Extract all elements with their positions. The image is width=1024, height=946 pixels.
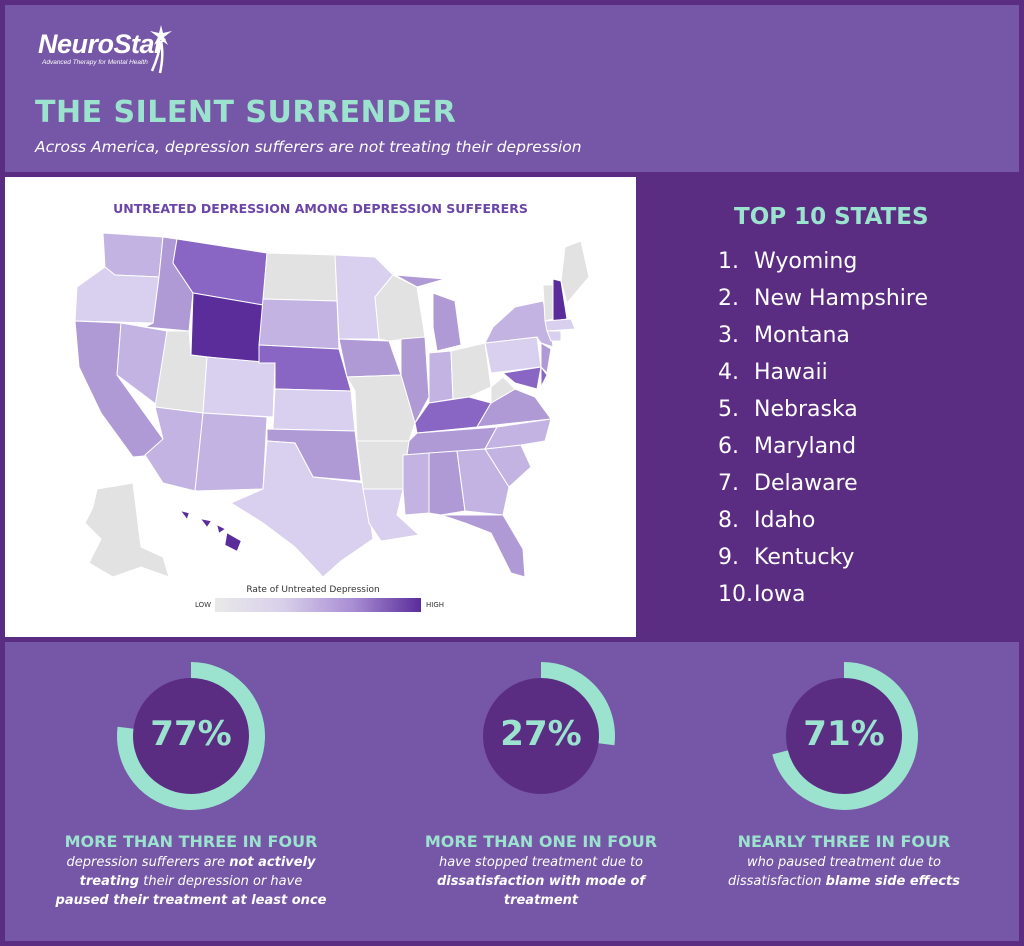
logo-tagline: Advanced Therapy for Mental Health [42, 59, 148, 66]
list-item: 8. Idaho [718, 508, 816, 533]
star-figure-icon [150, 25, 172, 74]
map-title: UNTREATED DEPRESSION AMONG DEPRESSION SU… [113, 201, 528, 216]
logo: NeuroStar Advanced Therapy for Mental He… [38, 25, 172, 74]
list-item: 5. Nebraska [718, 397, 858, 422]
state-washington [102, 232, 164, 278]
state-maine [560, 240, 590, 305]
stat-value: 27% [500, 714, 582, 754]
state-mississippi [402, 452, 430, 516]
us-choropleth-map [74, 232, 590, 577]
state-north-dakota [262, 252, 338, 302]
state-ohio [450, 342, 492, 400]
state-hawaii [180, 510, 242, 552]
top10-panel: TOP 10 STATES 1. Wyoming 2. New Hampshire … [636, 177, 1024, 637]
state-massachusetts [544, 318, 576, 332]
stat-untreated: 77% MORE THAN THREE IN FOUR depression s… [22, 642, 360, 941]
legend-label: Rate of Untreated Depression [246, 585, 380, 595]
top10-list: 1. Wyoming 2. New Hampshire 3. Montana 4. Ha… [718, 247, 928, 617]
state-connecticut [546, 330, 562, 342]
state-illinois [400, 336, 430, 425]
list-item: 7. Delaware [718, 471, 858, 496]
state-virginia [476, 388, 552, 428]
top10-title: TOP 10 STATES [734, 204, 929, 230]
state-michigan [394, 274, 462, 352]
state-west-virginia [490, 376, 516, 404]
stat-description: who paused treatment due to dissatisfact… [728, 855, 960, 889]
map-panel: UNTREATED DEPRESSION AMONG DEPRESSION SU… [5, 177, 636, 637]
stat-stopped: 27% MORE THAN ONE IN FOUR have stopped t… [372, 642, 710, 941]
progress-ring [483, 662, 615, 794]
legend-low-label: LOW [195, 601, 212, 609]
state-vermont [542, 284, 554, 322]
list-item: 3. Montana [718, 323, 850, 348]
list-item: 4. Hawaii [718, 360, 828, 385]
stat-value: 77% [150, 714, 232, 754]
state-georgia [456, 448, 510, 516]
list-item: 10.Iowa [718, 582, 806, 607]
state-new-mexico [194, 412, 268, 492]
list-item: 2. New Hampshire [718, 286, 929, 311]
state-texas [229, 440, 374, 577]
state-arkansas [356, 440, 410, 490]
state-south-dakota [258, 298, 340, 350]
legend-gradient-bar [215, 598, 421, 612]
state-new-jersey [540, 342, 552, 375]
stat-heading: MORE THAN ONE IN FOUR [424, 832, 658, 851]
state-kansas [272, 388, 356, 432]
page-title: THE SILENT SURRENDER [35, 95, 457, 130]
state-alabama [428, 450, 466, 516]
state-new-york [484, 300, 554, 348]
state-north-carolina [484, 418, 552, 450]
list-item: 6. Maryland [718, 434, 857, 459]
stat-side-effects: 71% NEARLY THREE IN FOUR who paused trea… [675, 642, 1013, 941]
list-item: 9. Kentucky [718, 545, 855, 570]
state-maryland [501, 366, 542, 390]
state-arizona [144, 406, 204, 492]
header: NeuroStar Advanced Therapy for Mental He… [5, 5, 1019, 172]
progress-ring [772, 662, 918, 810]
state-indiana [428, 350, 454, 404]
stats-panel: 77% MORE THAN THREE IN FOUR depression s… [5, 642, 1019, 941]
logo-wordmark: NeuroStar [38, 29, 165, 59]
state-florida [440, 514, 526, 577]
legend-high-label: HIGH [426, 601, 445, 609]
stat-heading: MORE THAN THREE IN FOUR [64, 832, 318, 851]
state-delaware [540, 365, 548, 388]
state-wyoming [190, 292, 264, 364]
stat-description: have stopped treatment due to dissatisfa… [436, 855, 646, 908]
state-colorado [202, 356, 276, 418]
stat-description: depression sufferers are not actively tr… [55, 855, 327, 908]
progress-ring [117, 662, 265, 810]
list-item: 1. Wyoming [718, 249, 858, 274]
stat-heading: NEARLY THREE IN FOUR [737, 832, 951, 851]
state-iowa [338, 338, 402, 378]
state-alaska [84, 482, 170, 577]
stat-value: 71% [803, 714, 885, 754]
page-subtitle: Across America, depression sufferers are… [35, 138, 582, 156]
